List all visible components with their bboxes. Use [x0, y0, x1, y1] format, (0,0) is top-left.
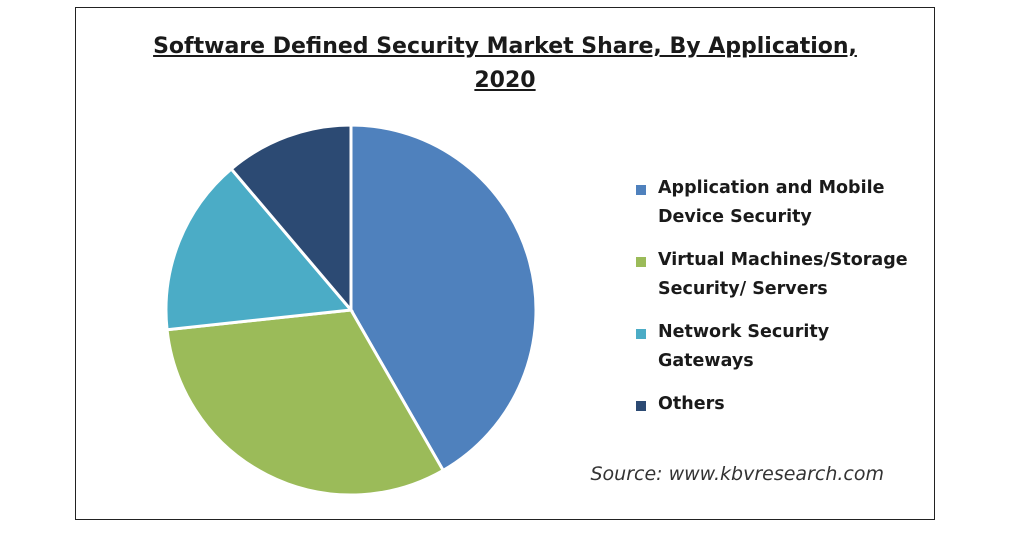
- legend-swatch: [636, 257, 646, 267]
- chart-legend: Application and Mobile Device Security Vir…: [636, 174, 926, 433]
- legend-item-network-gateways: Network Security Gateways: [636, 318, 926, 376]
- pie-slice-others: [229, 123, 353, 315]
- legend-label-line: Virtual Machines/Storage: [658, 250, 908, 270]
- legend-swatch: [636, 329, 646, 339]
- legend-label-line: Others: [658, 394, 725, 414]
- legend-item-others: Others: [636, 390, 926, 419]
- chart-title-line-1: Software Defined Security Market Share, …: [153, 34, 857, 59]
- pie-slice-application-mobile: [349, 123, 538, 473]
- legend-swatch: [636, 401, 646, 411]
- legend-swatch: [636, 185, 646, 195]
- pie-chart: [164, 123, 538, 497]
- legend-label-line: Device Security: [658, 207, 812, 227]
- chart-frame: Software Defined Security Market Share, …: [75, 7, 935, 520]
- chart-title: Software Defined Security Market Share, …: [76, 30, 934, 98]
- pie-slice-virtual-machines: [165, 308, 446, 497]
- legend-label-line: Network Security: [658, 322, 830, 342]
- legend-label-line: Gateways: [658, 351, 754, 371]
- legend-item-application-mobile: Application and Mobile Device Security: [636, 174, 926, 232]
- legend-label-line: Application and Mobile: [658, 178, 885, 198]
- pie-slice-network-gateways: [164, 166, 354, 332]
- chart-title-line-2: 2020: [474, 68, 536, 93]
- legend-label-line: Security/ Servers: [658, 279, 828, 299]
- legend-item-virtual-machines: Virtual Machines/Storage Security/ Server…: [636, 246, 926, 304]
- source-note: Source: www.kbvresearch.com: [590, 463, 884, 485]
